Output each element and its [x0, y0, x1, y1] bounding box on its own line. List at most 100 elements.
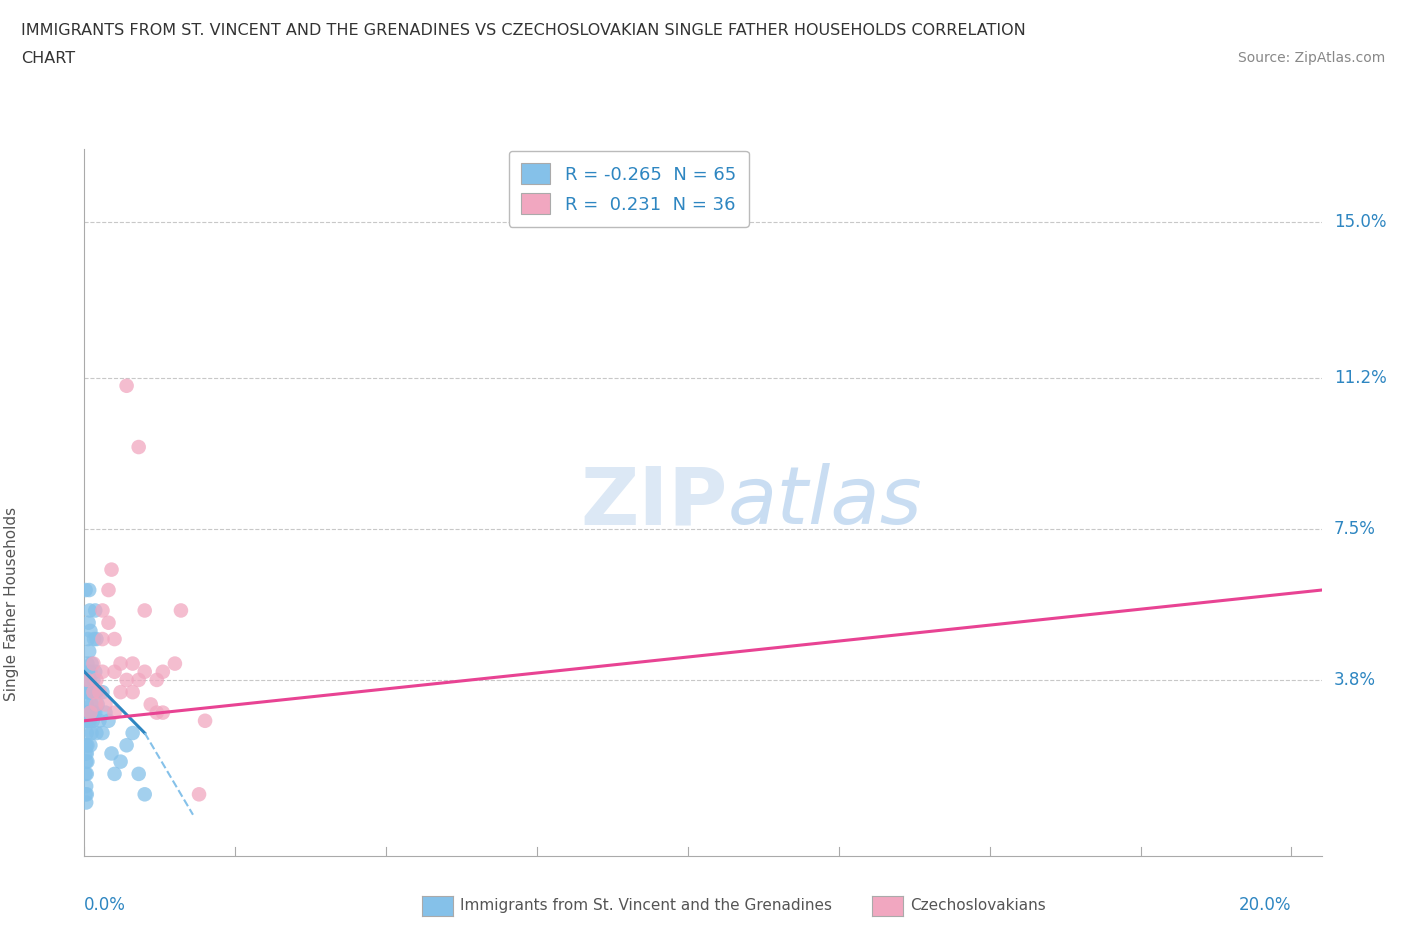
Point	[121, 657, 143, 671]
Point	[83, 631, 105, 646]
Point	[188, 787, 211, 802]
Point	[110, 754, 132, 769]
Point	[77, 582, 100, 597]
Point	[94, 705, 117, 720]
Point	[80, 657, 103, 671]
Point	[82, 684, 104, 699]
Point	[110, 657, 132, 671]
Text: 20.0%: 20.0%	[1239, 897, 1292, 914]
Point	[77, 664, 100, 679]
Point	[76, 657, 98, 671]
Point	[82, 713, 104, 728]
Point	[103, 705, 125, 720]
Point	[76, 787, 98, 802]
Point	[128, 766, 150, 781]
Point	[79, 623, 101, 638]
Text: IMMIGRANTS FROM ST. VINCENT AND THE GRENADINES VS CZECHOSLOVAKIAN SINGLE FATHER : IMMIGRANTS FROM ST. VINCENT AND THE GREN…	[21, 23, 1026, 38]
Point	[79, 603, 101, 618]
Point	[89, 684, 111, 699]
Text: 7.5%: 7.5%	[1334, 520, 1375, 538]
Point	[139, 697, 162, 711]
Point	[97, 582, 120, 597]
Point	[91, 664, 114, 679]
Point	[75, 582, 97, 597]
Text: atlas: atlas	[728, 463, 922, 541]
Point	[76, 725, 98, 740]
Text: 15.0%: 15.0%	[1334, 213, 1386, 232]
Point	[121, 725, 143, 740]
Point	[94, 697, 117, 711]
Point	[163, 657, 186, 671]
Point	[82, 705, 104, 720]
Point	[76, 672, 98, 687]
Legend: R = -0.265  N = 65, R =  0.231  N = 36: R = -0.265 N = 65, R = 0.231 N = 36	[509, 151, 748, 227]
Point	[79, 737, 101, 752]
Point	[103, 631, 125, 646]
Point	[75, 737, 97, 752]
Point	[79, 672, 101, 687]
Point	[194, 713, 217, 728]
Point	[77, 644, 100, 658]
Point	[80, 725, 103, 740]
Point	[103, 664, 125, 679]
Point	[84, 664, 107, 679]
Text: CHART: CHART	[21, 51, 75, 66]
Point	[97, 616, 120, 631]
Point	[134, 664, 156, 679]
Point	[76, 754, 98, 769]
Point	[152, 705, 174, 720]
Text: Czechoslovakians: Czechoslovakians	[910, 898, 1046, 913]
Point	[75, 684, 97, 699]
Point	[76, 737, 98, 752]
Point	[77, 705, 100, 720]
Point	[82, 672, 104, 687]
Point	[86, 697, 108, 711]
Point	[76, 766, 98, 781]
Point	[84, 705, 107, 720]
Text: ZIP: ZIP	[581, 463, 728, 541]
Text: 11.2%: 11.2%	[1334, 368, 1386, 387]
Text: Source: ZipAtlas.com: Source: ZipAtlas.com	[1237, 51, 1385, 65]
Point	[86, 672, 108, 687]
Point	[75, 766, 97, 781]
Point	[82, 684, 104, 699]
Point	[91, 684, 114, 699]
Point	[86, 631, 108, 646]
Point	[79, 705, 101, 720]
Point	[86, 697, 108, 711]
Point	[82, 657, 104, 671]
Point	[86, 684, 108, 699]
Point	[146, 672, 169, 687]
Point	[110, 684, 132, 699]
Point	[115, 379, 138, 393]
Point	[77, 631, 100, 646]
Point	[83, 684, 105, 699]
Point	[75, 746, 97, 761]
Point	[76, 672, 98, 687]
Point	[86, 725, 108, 740]
Point	[134, 787, 156, 802]
Point	[77, 713, 100, 728]
Text: 3.8%: 3.8%	[1334, 671, 1375, 689]
Point	[128, 440, 150, 455]
Point	[79, 713, 101, 728]
Point	[75, 795, 97, 810]
Point	[80, 697, 103, 711]
Point	[115, 737, 138, 752]
Point	[152, 664, 174, 679]
Point	[79, 705, 101, 720]
Point	[75, 754, 97, 769]
Point	[103, 766, 125, 781]
Point	[84, 603, 107, 618]
Point	[76, 713, 98, 728]
Point	[134, 603, 156, 618]
Point	[128, 672, 150, 687]
Point	[100, 562, 122, 577]
Point	[89, 713, 111, 728]
Text: Single Father Households: Single Father Households	[4, 507, 20, 701]
Point	[91, 603, 114, 618]
Point	[97, 713, 120, 728]
Text: Immigrants from St. Vincent and the Grenadines: Immigrants from St. Vincent and the Gren…	[460, 898, 832, 913]
Point	[75, 705, 97, 720]
Text: 0.0%: 0.0%	[84, 897, 127, 914]
